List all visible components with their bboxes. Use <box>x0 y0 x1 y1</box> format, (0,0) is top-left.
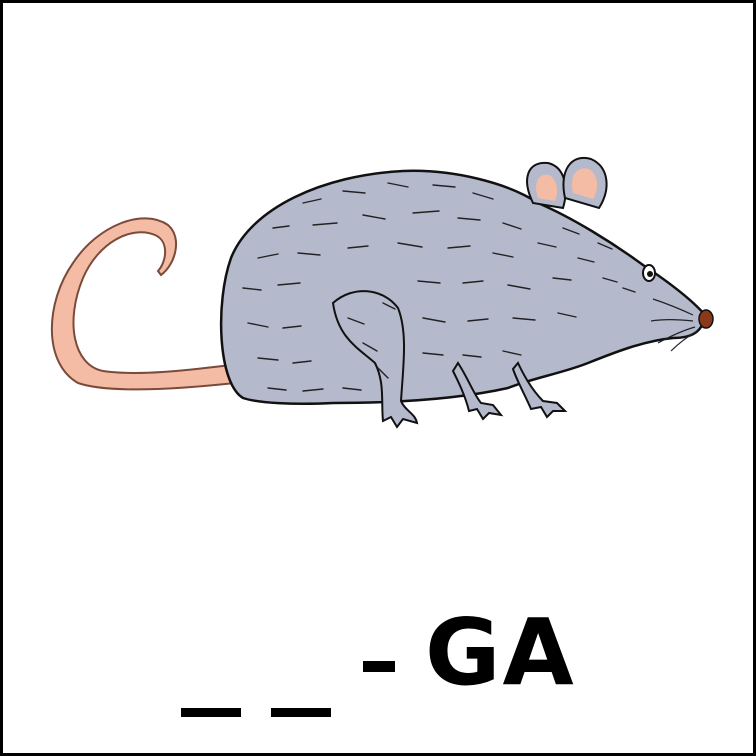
rat-nose <box>698 309 714 329</box>
rat-body <box>219 169 707 405</box>
rat-front-leg-2 <box>511 361 568 419</box>
known-syllable: GA <box>425 599 576 706</box>
rat-front-leg-1 <box>451 361 504 421</box>
missing-letter-blank-2: _ <box>271 708 331 717</box>
missing-letter-blank-1: _ <box>181 708 241 717</box>
word-puzzle: _ _ - GA <box>173 603 613 733</box>
rat-whiskers <box>650 298 698 352</box>
rat-ear-back-inner <box>536 174 557 201</box>
syllable-separator: - <box>363 661 395 672</box>
rat-hind-leg <box>331 290 419 429</box>
rat-ear-front-inner <box>571 168 598 199</box>
rat-icon <box>50 156 714 429</box>
rat-fur-strokes <box>242 182 636 392</box>
